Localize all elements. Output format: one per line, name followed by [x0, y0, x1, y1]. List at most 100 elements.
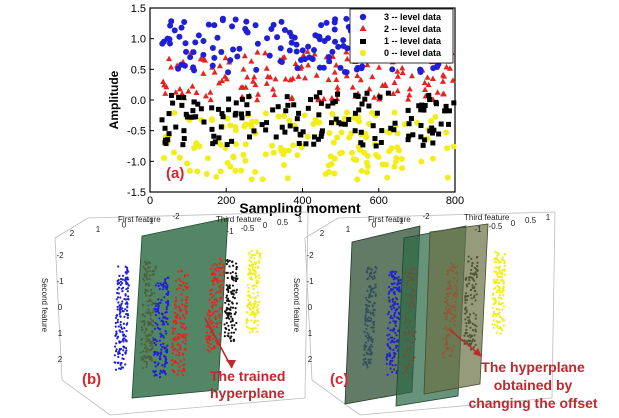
cloud-point [246, 305, 249, 308]
cloud-point [391, 304, 394, 307]
data-point-1 [176, 85, 183, 92]
data-point-3 [338, 149, 345, 156]
cloud-point [118, 352, 121, 355]
cloud-point [162, 336, 165, 339]
cloud-point [121, 274, 125, 277]
data-point-1 [311, 51, 318, 57]
cloud-point [209, 289, 212, 292]
data-point-2 [426, 92, 432, 98]
cloud-point [183, 274, 186, 277]
cloud-point [120, 361, 123, 365]
data-point-3 [277, 144, 284, 151]
cloud-point [397, 278, 400, 282]
data-point-0 [325, 53, 332, 60]
data-point-1 [218, 77, 225, 84]
cloud-point [254, 266, 257, 269]
data-point-1 [189, 83, 196, 89]
cloud-point [497, 259, 500, 262]
y-tick-label: -1.0 [127, 156, 146, 168]
data-point-2 [210, 141, 216, 147]
cloud-point [116, 291, 119, 295]
cloud-point [127, 284, 130, 287]
data-point-2 [311, 141, 317, 147]
cloud-point [126, 276, 129, 279]
cloud-point [255, 308, 258, 311]
data-point-2 [416, 103, 422, 109]
data-point-2 [446, 108, 452, 114]
cloud-point [392, 306, 396, 310]
cloud-point [161, 313, 164, 316]
cloud-point [396, 316, 399, 319]
cloud-point [154, 322, 157, 325]
data-point-1 [223, 75, 230, 82]
cloud-point [208, 317, 211, 320]
data-point-1 [241, 52, 248, 59]
data-point-2 [360, 142, 366, 148]
cloud-point [154, 302, 157, 305]
cloud-point [227, 290, 230, 294]
cloud-point [253, 316, 256, 319]
data-point-2 [374, 110, 380, 116]
cloud-point [180, 298, 184, 302]
data-point-2 [300, 129, 306, 135]
data-point-1 [305, 61, 312, 68]
data-point-2 [168, 92, 174, 98]
cloud-point [387, 285, 391, 289]
cloud-point [215, 269, 218, 272]
data-point-2 [421, 107, 427, 113]
second-feature-tick-label: 0 [308, 303, 313, 312]
cloud-point [225, 262, 228, 266]
cloud-point [388, 333, 391, 336]
cloud-point [114, 368, 118, 371]
cloud-point [225, 308, 228, 311]
cloud-point [159, 343, 162, 346]
cloud-point [178, 283, 181, 286]
data-point-1 [399, 64, 406, 71]
cloud-point [119, 307, 122, 310]
data-point-2 [359, 101, 365, 107]
data-point-2 [209, 105, 215, 111]
cloud-point [393, 355, 396, 358]
cloud-point [176, 313, 179, 316]
data-point-1 [390, 90, 397, 96]
data-point-2 [418, 134, 424, 140]
cloud-point [212, 325, 215, 328]
cloud-point [491, 306, 494, 309]
data-point-3 [312, 116, 319, 123]
cloud-point [127, 298, 130, 301]
data-point-2 [311, 134, 317, 140]
data-point-3 [399, 165, 406, 172]
cloud-point [165, 332, 168, 335]
cloud-point [495, 314, 498, 318]
first-feature-label-c: First feature [368, 215, 411, 224]
data-point-2 [226, 96, 232, 102]
cloud-point [250, 319, 253, 322]
data-point-0 [205, 21, 212, 28]
data-point-0 [218, 49, 225, 56]
cloud-point [162, 342, 165, 345]
cloud-point [227, 328, 231, 332]
data-point-3 [325, 162, 332, 169]
cloud-point [233, 289, 236, 292]
cloud-point [228, 299, 231, 303]
data-point-3 [184, 160, 191, 167]
cloud-point [210, 301, 214, 304]
cloud-point [499, 275, 502, 278]
data-point-1 [302, 74, 309, 81]
cloud-point [219, 262, 222, 265]
data-point-1 [440, 71, 447, 78]
cloud-point [248, 303, 252, 306]
cloud-point [229, 306, 232, 309]
cloud-point [162, 369, 165, 372]
cloud-point [386, 354, 389, 357]
cloud-point [173, 303, 176, 306]
cloud-point [225, 296, 228, 299]
data-point-3 [196, 143, 203, 150]
cloud-point [159, 357, 162, 360]
cloud-point [222, 279, 225, 282]
cloud-point [185, 287, 188, 290]
data-point-2 [319, 128, 325, 134]
cloud-point [165, 351, 169, 354]
legend-label-0-level: 0 -- level data [384, 48, 442, 58]
cloud-point [497, 275, 500, 279]
